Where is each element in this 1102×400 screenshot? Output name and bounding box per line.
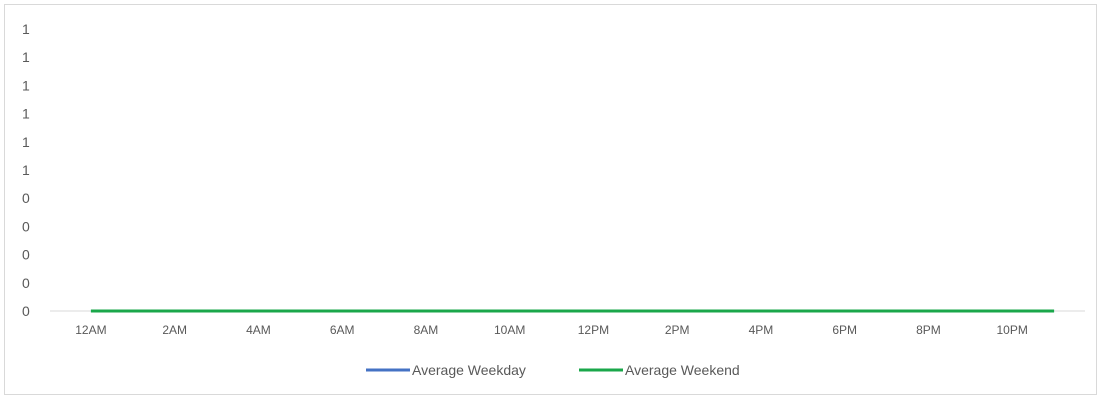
y-tick-label: 1 [22,162,30,178]
x-tick-label: 12PM [578,323,609,337]
x-tick-label: 4PM [749,323,774,337]
legend: Average Weekday Average Weekend [366,362,740,378]
y-tick-label: 0 [22,190,30,206]
x-tick-label: 6PM [832,323,857,337]
y-tick-label: 0 [22,303,30,319]
chart-frame [4,4,1097,395]
y-tick-label: 1 [22,49,30,65]
x-tick-label: 2PM [665,323,690,337]
legend-label: Average Weekend [625,362,740,378]
x-tick-label: 10PM [997,323,1028,337]
x-tick-label: 10AM [494,323,525,337]
y-tick-label: 1 [22,77,30,93]
y-tick-label: 1 [22,21,30,37]
legend-label: Average Weekday [412,362,526,378]
y-tick-label: 0 [22,247,30,263]
y-tick-label: 0 [22,275,30,291]
x-axis-ticks: 12AM 2AM 4AM 6AM 8AM 10AM 12PM 2PM 4PM 6PM 8PM 10PM [75,323,1028,337]
y-axis-ticks: 0 0 0 0 0 1 1 1 1 1 1 [22,21,30,319]
y-tick-label: 0 [22,218,30,234]
x-tick-label: 4AM [246,323,271,337]
x-tick-label: 6AM [330,323,355,337]
x-tick-label: 8PM [916,323,941,337]
x-tick-label: 12AM [75,323,106,337]
x-tick-label: 8AM [414,323,439,337]
y-tick-label: 1 [22,134,30,150]
x-tick-label: 2AM [162,323,187,337]
y-tick-label: 1 [22,106,30,122]
